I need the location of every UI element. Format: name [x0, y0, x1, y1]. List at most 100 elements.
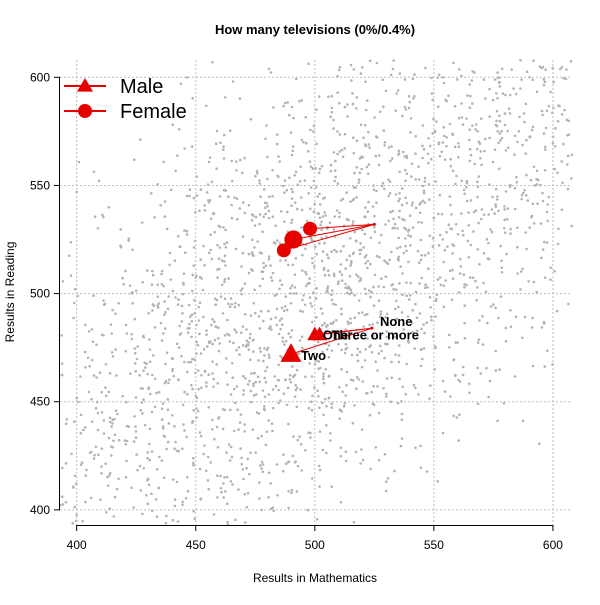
background-point: [314, 186, 318, 189]
background-point: [381, 78, 385, 81]
background-point: [350, 378, 353, 382]
background-point: [451, 277, 455, 281]
background-point: [494, 349, 498, 353]
background-point: [228, 305, 232, 309]
background-point: [270, 422, 274, 426]
background-point: [290, 221, 293, 225]
background-point: [275, 463, 279, 466]
background-point: [261, 230, 264, 234]
background-point: [283, 191, 286, 194]
background-point: [515, 175, 518, 179]
background-point: [317, 395, 320, 398]
background-point: [379, 315, 382, 319]
background-point: [190, 289, 194, 293]
background-point: [91, 340, 95, 344]
background-point: [270, 328, 273, 331]
background-point: [350, 259, 353, 263]
background-point: [504, 149, 508, 152]
background-point: [419, 238, 423, 242]
background-point: [411, 201, 414, 204]
background-point: [367, 130, 370, 134]
background-point: [267, 255, 271, 258]
background-point: [400, 437, 404, 440]
background-point: [317, 212, 321, 215]
background-point: [364, 261, 368, 265]
background-point: [125, 424, 129, 428]
background-point: [505, 252, 508, 256]
background-point: [275, 133, 279, 136]
background-point: [408, 100, 412, 104]
background-point: [330, 298, 334, 302]
background-point: [254, 451, 257, 454]
background-point: [190, 320, 194, 323]
background-point: [192, 463, 195, 467]
background-point: [190, 145, 194, 148]
background-point: [253, 224, 257, 227]
background-point: [409, 281, 413, 285]
background-point: [344, 282, 347, 286]
background-point: [472, 230, 475, 233]
background-point: [416, 249, 420, 253]
background-point: [504, 93, 507, 97]
background-point: [107, 390, 111, 394]
background-point: [290, 153, 294, 157]
background-point: [223, 280, 226, 284]
background-point: [532, 280, 536, 284]
background-point: [100, 390, 103, 394]
background-point: [93, 215, 97, 218]
background-point: [447, 333, 451, 337]
background-point: [327, 396, 331, 400]
background-point: [211, 212, 215, 215]
background-point: [316, 195, 320, 198]
background-point: [461, 365, 465, 369]
background-point: [150, 410, 154, 414]
background-point: [166, 307, 170, 311]
background-point: [346, 320, 350, 324]
background-point: [90, 420, 94, 424]
background-point: [554, 126, 557, 130]
background-point: [234, 301, 237, 305]
background-point: [450, 213, 453, 216]
background-point: [340, 273, 344, 277]
background-point: [257, 412, 261, 415]
background-point: [423, 286, 427, 290]
background-point: [398, 377, 401, 381]
background-point: [255, 169, 259, 173]
background-point: [211, 418, 214, 422]
background-point: [313, 362, 317, 366]
background-point: [180, 320, 184, 323]
background-point: [344, 343, 348, 346]
background-point: [198, 467, 202, 471]
background-point: [283, 220, 286, 223]
background-point: [262, 215, 265, 218]
background-point: [435, 297, 438, 301]
background-point: [494, 123, 498, 127]
background-point: [316, 389, 319, 393]
background-point: [560, 160, 563, 163]
background-point: [223, 254, 227, 257]
x-tick-label: 600: [543, 538, 563, 552]
background-point: [496, 71, 499, 74]
background-point: [391, 283, 395, 286]
background-point: [256, 436, 260, 440]
background-point: [521, 419, 525, 423]
background-point: [525, 138, 528, 142]
background-point: [262, 319, 265, 323]
background-point: [287, 506, 290, 510]
background-point: [509, 309, 512, 312]
legend-label: Female: [120, 101, 187, 123]
background-point: [404, 237, 407, 240]
background-point: [232, 429, 236, 433]
background-point: [509, 227, 512, 231]
background-point: [395, 288, 398, 292]
background-point: [150, 283, 154, 287]
background-point: [260, 467, 263, 470]
background-point: [238, 97, 242, 100]
background-point: [228, 408, 232, 412]
background-point: [367, 163, 371, 166]
background-point: [97, 179, 101, 183]
background-point: [82, 428, 85, 432]
background-point: [500, 259, 503, 263]
background-point: [449, 164, 453, 168]
background-point: [487, 241, 490, 245]
